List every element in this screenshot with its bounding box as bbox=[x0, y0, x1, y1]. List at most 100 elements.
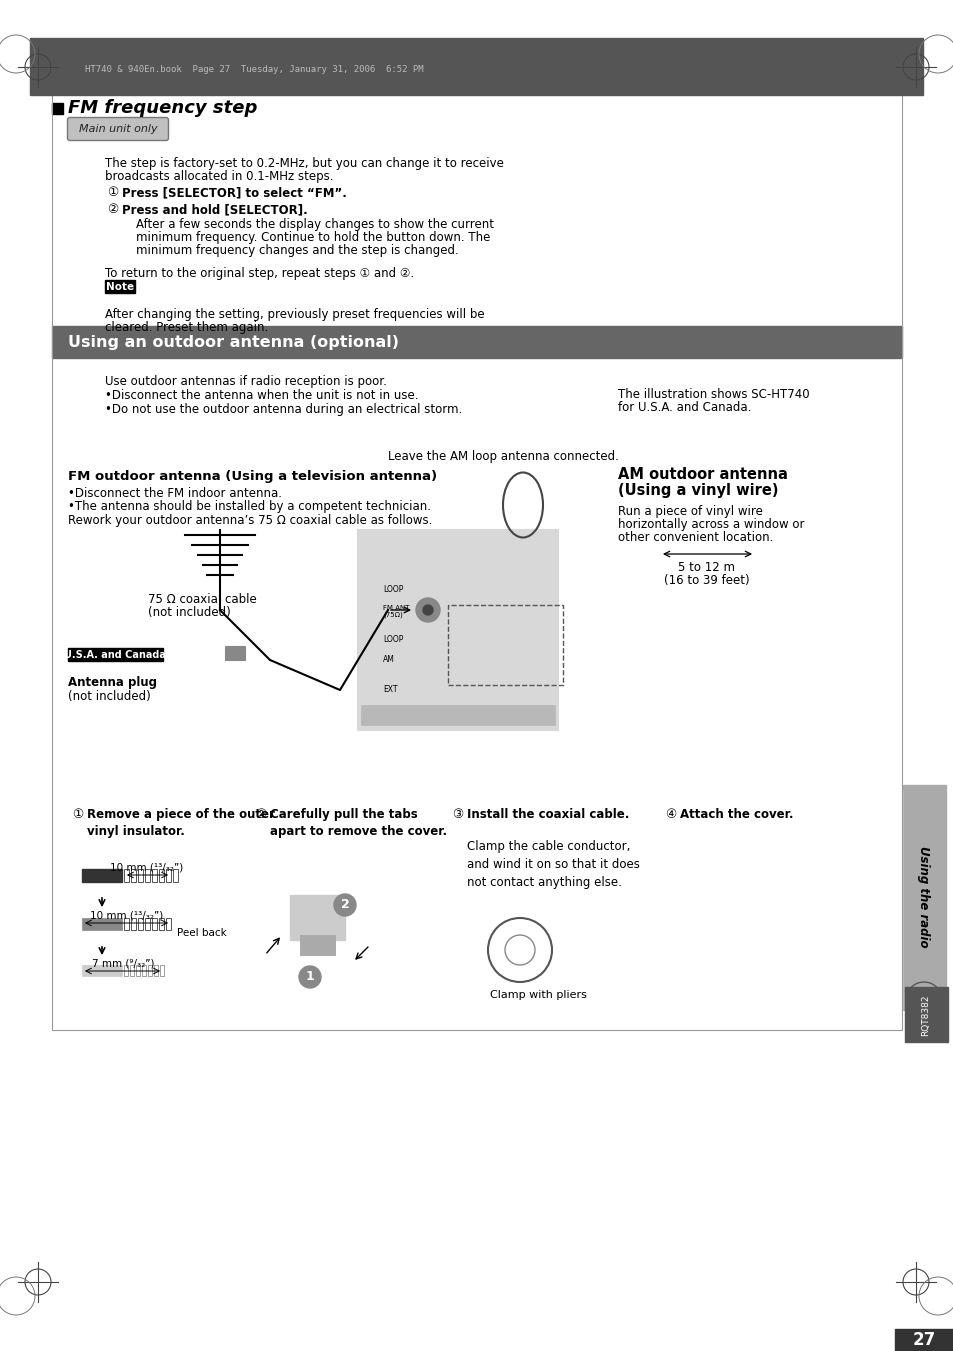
Text: Carefully pull the tabs
apart to remove the cover.: Carefully pull the tabs apart to remove … bbox=[270, 808, 447, 838]
Text: •The antenna should be installed by a competent technician.: •The antenna should be installed by a co… bbox=[68, 500, 431, 513]
Text: ②: ② bbox=[254, 808, 266, 821]
Bar bbox=[105, 280, 135, 293]
Bar bbox=[52, 790, 901, 1029]
Text: RQT8382: RQT8382 bbox=[921, 994, 929, 1036]
Bar bbox=[166, 869, 171, 882]
Bar bbox=[902, 785, 945, 1011]
Bar bbox=[153, 965, 158, 975]
Text: The illustration shows SC-HT740: The illustration shows SC-HT740 bbox=[618, 388, 809, 401]
Bar bbox=[152, 869, 157, 882]
Circle shape bbox=[298, 966, 320, 988]
Text: 10 mm (¹³/₃₂”): 10 mm (¹³/₃₂”) bbox=[91, 911, 164, 920]
Bar bbox=[52, 55, 901, 1029]
Text: Using the radio: Using the radio bbox=[917, 846, 929, 948]
Bar bbox=[290, 894, 345, 940]
Text: To return to the original step, repeat steps ① and ②.: To return to the original step, repeat s… bbox=[105, 267, 414, 280]
Bar bbox=[82, 965, 122, 975]
Text: (not included): (not included) bbox=[68, 690, 151, 703]
Text: cleared. Preset them again.: cleared. Preset them again. bbox=[105, 322, 268, 334]
Bar bbox=[145, 869, 150, 882]
Bar bbox=[172, 869, 178, 882]
Text: Peel back: Peel back bbox=[177, 928, 227, 938]
Text: After changing the setting, previously preset frequencies will be: After changing the setting, previously p… bbox=[105, 308, 484, 322]
Text: 2: 2 bbox=[340, 898, 349, 912]
Text: (not included): (not included) bbox=[148, 607, 231, 619]
Text: FM ANT
(75Ω): FM ANT (75Ω) bbox=[382, 605, 409, 619]
Text: U.S.A. and Canada: U.S.A. and Canada bbox=[64, 650, 166, 661]
Bar bbox=[448, 605, 562, 685]
Bar bbox=[148, 965, 152, 975]
Text: •Disconnect the FM indoor antenna.: •Disconnect the FM indoor antenna. bbox=[68, 486, 282, 500]
Text: minimum frequency changes and the step is changed.: minimum frequency changes and the step i… bbox=[136, 245, 458, 257]
Text: (16 to 39 feet): (16 to 39 feet) bbox=[663, 574, 749, 586]
Text: Press and hold [SELECTOR].: Press and hold [SELECTOR]. bbox=[122, 203, 308, 216]
Text: Using an outdoor antenna (optional): Using an outdoor antenna (optional) bbox=[68, 335, 398, 350]
Text: Rework your outdoor antenna’s 75 Ω coaxial cable as follows.: Rework your outdoor antenna’s 75 Ω coaxi… bbox=[68, 513, 432, 527]
Bar bbox=[138, 917, 143, 929]
Bar bbox=[904, 988, 947, 1042]
Bar bbox=[357, 530, 558, 730]
Bar bbox=[299, 935, 335, 955]
Text: Antenna plug: Antenna plug bbox=[68, 676, 157, 689]
Text: minimum frequency. Continue to hold the button down. The: minimum frequency. Continue to hold the … bbox=[136, 231, 490, 245]
Text: Install the coaxial cable.: Install the coaxial cable. bbox=[467, 808, 629, 821]
Text: Use outdoor antennas if radio reception is poor.: Use outdoor antennas if radio reception … bbox=[105, 376, 387, 388]
Bar bbox=[160, 965, 164, 975]
Text: LOOP: LOOP bbox=[382, 585, 403, 594]
Bar bbox=[142, 965, 146, 975]
Text: FM outdoor antenna (Using a television antenna): FM outdoor antenna (Using a television a… bbox=[68, 470, 436, 484]
Bar bbox=[138, 869, 143, 882]
Text: ④: ④ bbox=[664, 808, 676, 821]
Bar bbox=[30, 38, 923, 95]
Text: HT740 & 940En.book  Page 27  Tuesday, January 31, 2006  6:52 PM: HT740 & 940En.book Page 27 Tuesday, Janu… bbox=[85, 65, 423, 74]
Text: Main unit only: Main unit only bbox=[78, 124, 157, 134]
Bar bbox=[159, 869, 164, 882]
Text: EXT: EXT bbox=[382, 685, 397, 694]
Text: 75 Ω coaxial cable: 75 Ω coaxial cable bbox=[148, 593, 256, 607]
Bar bbox=[159, 917, 164, 929]
Bar bbox=[225, 646, 245, 661]
Text: After a few seconds the display changes to show the current: After a few seconds the display changes … bbox=[136, 218, 494, 231]
Text: LOOP: LOOP bbox=[382, 635, 403, 644]
Text: Note: Note bbox=[106, 282, 134, 292]
Circle shape bbox=[422, 605, 433, 615]
Bar bbox=[894, 1329, 953, 1351]
Text: other convenient location.: other convenient location. bbox=[618, 531, 773, 544]
Bar bbox=[131, 917, 136, 929]
Text: 27: 27 bbox=[911, 1331, 935, 1350]
Text: •Do not use the outdoor antenna during an electrical storm.: •Do not use the outdoor antenna during a… bbox=[105, 403, 462, 416]
Text: 5 to 12 m: 5 to 12 m bbox=[678, 561, 735, 574]
Text: Clamp with pliers: Clamp with pliers bbox=[490, 990, 586, 1000]
Text: 10 mm (¹³/₃₂”): 10 mm (¹³/₃₂”) bbox=[111, 862, 183, 871]
Text: for U.S.A. and Canada.: for U.S.A. and Canada. bbox=[618, 401, 751, 413]
Text: broadcasts allocated in 0.1-MHz steps.: broadcasts allocated in 0.1-MHz steps. bbox=[105, 170, 334, 182]
Text: Attach the cover.: Attach the cover. bbox=[679, 808, 793, 821]
Text: ①: ① bbox=[71, 808, 83, 821]
Bar bbox=[82, 869, 122, 882]
Circle shape bbox=[416, 598, 439, 621]
Text: Press [SELECTOR] to select “FM”.: Press [SELECTOR] to select “FM”. bbox=[122, 186, 347, 199]
Text: Remove a piece of the outer
vinyl insulator.: Remove a piece of the outer vinyl insula… bbox=[87, 808, 274, 838]
Bar bbox=[52, 326, 901, 358]
Bar bbox=[130, 965, 133, 975]
FancyBboxPatch shape bbox=[68, 118, 169, 141]
Text: Leave the AM loop antenna connected.: Leave the AM loop antenna connected. bbox=[388, 450, 618, 463]
Bar bbox=[68, 648, 163, 661]
Text: Clamp the cable conductor,
and wind it on so that it does
not contact anything e: Clamp the cable conductor, and wind it o… bbox=[467, 840, 639, 889]
Text: AM outdoor antenna: AM outdoor antenna bbox=[618, 467, 787, 482]
Text: Run a piece of vinyl wire: Run a piece of vinyl wire bbox=[618, 505, 762, 517]
Bar bbox=[131, 869, 136, 882]
Text: horizontally across a window or: horizontally across a window or bbox=[618, 517, 803, 531]
Bar bbox=[152, 917, 157, 929]
Bar bbox=[360, 705, 555, 725]
Text: ③: ③ bbox=[452, 808, 463, 821]
Text: (Using a vinyl wire): (Using a vinyl wire) bbox=[618, 484, 778, 499]
Text: FM frequency step: FM frequency step bbox=[68, 99, 257, 118]
Bar bbox=[52, 103, 63, 113]
Bar bbox=[124, 965, 128, 975]
Text: The step is factory-set to 0.2-MHz, but you can change it to receive: The step is factory-set to 0.2-MHz, but … bbox=[105, 157, 503, 170]
Bar bbox=[124, 869, 129, 882]
Text: •Disconnect the antenna when the unit is not in use.: •Disconnect the antenna when the unit is… bbox=[105, 389, 418, 403]
Text: ①: ① bbox=[107, 186, 118, 199]
Bar bbox=[145, 917, 150, 929]
